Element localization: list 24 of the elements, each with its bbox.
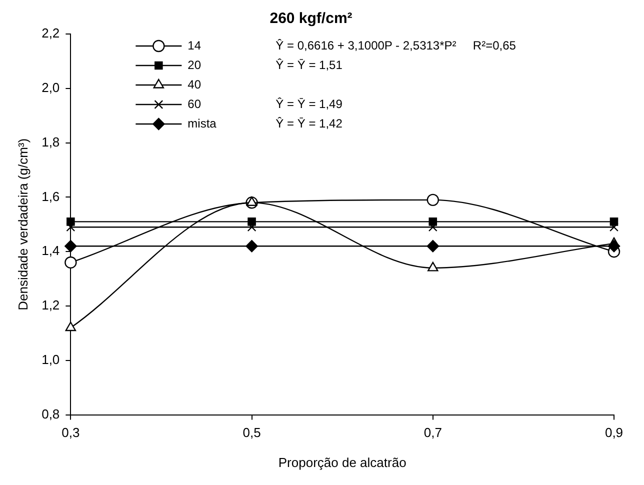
y-tick-label: 2,0 — [42, 80, 60, 95]
legend-label: mista — [188, 116, 217, 130]
y-tick-label: 1,4 — [42, 243, 60, 258]
y-tick-label: 1,8 — [42, 134, 60, 150]
x-axis-title: Proporção de alcatrão — [278, 454, 406, 470]
legend-label: 40 — [188, 77, 202, 92]
y-axis-title: Densidade verdadeira (g/cm³) — [15, 138, 30, 310]
annotation: Ŷ = 0,6616 + 3,1000P - 2,5313*P² R²=0,65 — [276, 38, 516, 52]
x-tick-label: 0,9 — [604, 425, 624, 440]
y-tick-label: 1,6 — [42, 188, 60, 204]
y-tick-label: 0,8 — [42, 406, 60, 422]
annotation: Ŷ = Ȳ = 1,49 — [276, 96, 343, 111]
legend-label: 60 — [188, 96, 202, 111]
y-tick-label: 1,2 — [42, 298, 60, 313]
x-tick-label: 0,5 — [242, 425, 261, 440]
x-tick-label: 0,7 — [424, 425, 442, 440]
y-tick-label: 1,0 — [42, 352, 60, 367]
legend-label: 20 — [188, 58, 202, 72]
legend-label: 14 — [188, 38, 202, 52]
y-tick-label: 2,2 — [42, 26, 60, 41]
annotation: Ŷ = Ȳ = 1,51 — [276, 58, 343, 72]
x-tick-label: 0,3 — [62, 425, 80, 440]
annotation: Ŷ = Ȳ = 1,42 — [276, 116, 343, 130]
chart-title: 260 kgf/cm² — [270, 10, 352, 28]
